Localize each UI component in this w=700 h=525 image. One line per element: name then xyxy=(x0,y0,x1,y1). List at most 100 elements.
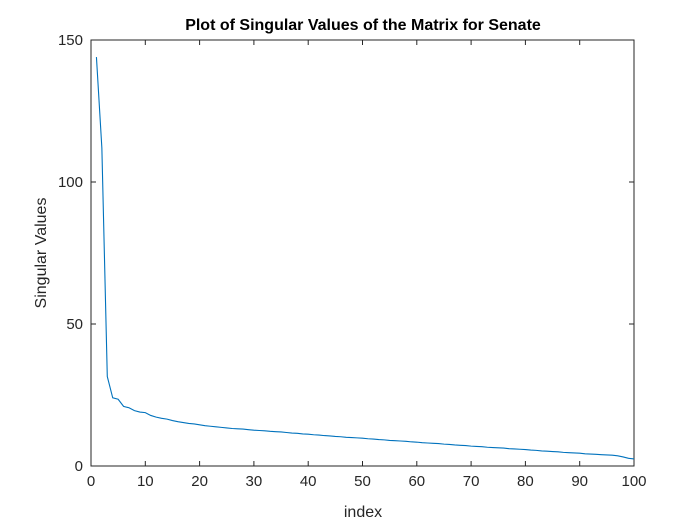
data-point xyxy=(329,435,330,436)
data-point xyxy=(541,450,542,451)
x-tick-label: 0 xyxy=(87,473,95,490)
data-point xyxy=(324,435,325,436)
x-tick-label: 30 xyxy=(246,473,263,490)
data-point xyxy=(253,430,254,431)
data-point xyxy=(112,397,113,398)
data-point xyxy=(606,454,607,455)
data-point xyxy=(601,454,602,455)
data-point xyxy=(422,442,423,443)
data-point xyxy=(226,427,227,428)
data-point xyxy=(221,427,222,428)
data-point xyxy=(286,432,287,433)
data-point xyxy=(525,449,526,450)
data-point xyxy=(509,448,510,449)
data-point xyxy=(400,440,401,441)
y-axis-label: Singular Values xyxy=(33,198,50,309)
y-tick-label: 100 xyxy=(58,174,83,191)
data-point xyxy=(134,410,135,411)
data-point xyxy=(595,454,596,455)
data-point xyxy=(579,453,580,454)
data-point xyxy=(411,441,412,442)
data-point xyxy=(156,417,157,418)
data-point xyxy=(536,450,537,451)
x-tick-label: 100 xyxy=(621,473,646,490)
data-point xyxy=(465,445,466,446)
data-point xyxy=(487,447,488,448)
data-point xyxy=(416,442,417,443)
data-point xyxy=(514,448,515,449)
x-tick-label: 70 xyxy=(463,473,480,490)
data-point xyxy=(427,442,428,443)
data-point xyxy=(308,434,309,435)
data-point xyxy=(432,443,433,444)
data-point xyxy=(128,407,129,408)
data-point xyxy=(362,438,363,439)
data-point xyxy=(503,448,504,449)
data-point xyxy=(264,430,265,431)
data-point xyxy=(519,449,520,450)
x-tick-label: 50 xyxy=(354,473,371,490)
data-point xyxy=(356,437,357,438)
series-layer xyxy=(95,56,635,460)
data-point xyxy=(210,426,211,427)
data-point xyxy=(96,56,97,57)
series-line xyxy=(95,57,635,460)
data-point xyxy=(335,436,336,437)
data-point xyxy=(568,452,569,453)
data-point xyxy=(188,423,189,424)
data-point xyxy=(139,411,140,412)
data-point xyxy=(384,439,385,440)
x-axis-ticks: 0 10 20 30 40 50 60 70 80 90 100 xyxy=(87,40,647,490)
data-point xyxy=(633,458,634,459)
data-point xyxy=(275,431,276,432)
data-point xyxy=(118,399,119,400)
x-tick-label: 40 xyxy=(300,473,317,490)
data-point xyxy=(242,428,243,429)
data-point xyxy=(612,455,613,456)
data-point xyxy=(617,455,618,456)
data-point xyxy=(585,453,586,454)
data-point xyxy=(449,444,450,445)
data-point xyxy=(574,452,575,453)
data-point xyxy=(166,419,167,420)
data-point xyxy=(476,446,477,447)
data-point xyxy=(378,439,379,440)
x-tick-label: 20 xyxy=(191,473,208,490)
data-point xyxy=(145,412,146,413)
data-point xyxy=(492,447,493,448)
data-point xyxy=(590,453,591,454)
data-point xyxy=(394,440,395,441)
plot-area xyxy=(90,39,635,467)
data-point xyxy=(346,437,347,438)
data-point xyxy=(460,445,461,446)
data-point xyxy=(318,434,319,435)
data-point xyxy=(237,428,238,429)
data-point xyxy=(563,452,564,453)
data-point xyxy=(628,458,629,459)
data-point xyxy=(183,422,184,423)
data-point xyxy=(405,441,406,442)
data-point xyxy=(443,444,444,445)
data-point xyxy=(204,425,205,426)
data-point xyxy=(259,430,260,431)
data-point xyxy=(270,431,271,432)
data-point xyxy=(454,444,455,445)
data-point xyxy=(498,447,499,448)
x-tick-label: 80 xyxy=(517,473,534,490)
data-point xyxy=(302,433,303,434)
data-point xyxy=(623,456,624,457)
y-tick-label: 0 xyxy=(75,458,83,475)
data-point xyxy=(471,446,472,447)
data-point xyxy=(481,446,482,447)
data-point xyxy=(194,423,195,424)
data-point xyxy=(107,376,108,377)
data-point xyxy=(177,421,178,422)
x-tick-label: 60 xyxy=(408,473,425,490)
y-tick-label: 50 xyxy=(66,316,83,333)
x-axis-label: index xyxy=(344,504,382,521)
data-point xyxy=(297,433,298,434)
data-point xyxy=(161,418,162,419)
data-point xyxy=(438,443,439,444)
